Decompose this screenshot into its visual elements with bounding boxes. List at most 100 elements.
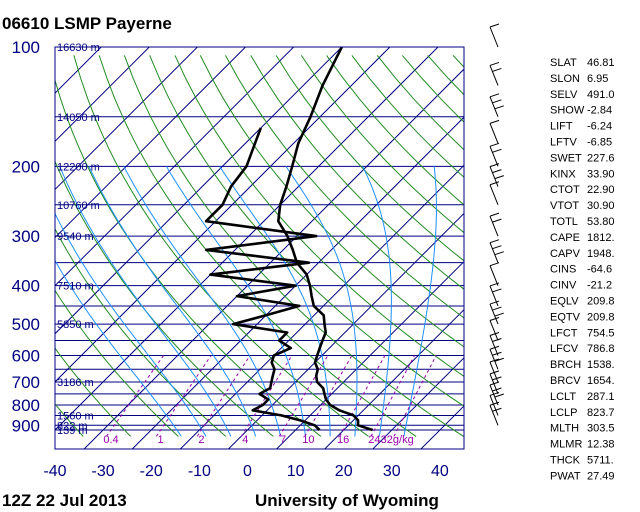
wind-barb: [489, 282, 502, 307]
isotherm-line: [323, 308, 464, 449]
isotherm-line: [83, 68, 464, 449]
moist-adiabat: [165, 166, 306, 437]
pressure-tick-label: 700: [12, 373, 40, 392]
temperature-tick-label: -10: [188, 463, 211, 480]
mixing-ratio-label: 24: [368, 434, 380, 446]
index-label: CINS: [550, 264, 576, 276]
wind-barb: [489, 23, 500, 48]
dry-adiabat: [326, 55, 464, 206]
wind-barb: [489, 212, 502, 237]
index-label: EQLV: [550, 296, 579, 308]
dry-adiabat: [55, 227, 227, 437]
wind-barb: [489, 142, 502, 167]
height-label: 822 m: [57, 420, 88, 432]
index-label: LCLT: [550, 391, 576, 403]
moist-adiabat: [362, 166, 392, 437]
wind-barbs: [489, 23, 504, 426]
wind-barb: [489, 391, 500, 416]
mixing-ratio-label: 16: [337, 434, 349, 446]
plot-frame: [54, 46, 465, 450]
mixing-ratio-line: [304, 355, 353, 437]
moist-adiabat: [219, 166, 331, 437]
index-label: TOTL: [550, 216, 578, 228]
dry-adiabat: [123, 55, 464, 437]
mixing-ratio-label: 1: [158, 434, 164, 446]
index-value: -21.2: [587, 280, 612, 292]
sounding-time: 12Z 22 Jul 2013: [2, 491, 127, 510]
index-value: 209.8: [587, 311, 615, 323]
index-label: LFCV: [550, 343, 579, 355]
index-label: SELV: [550, 89, 578, 101]
wind-barb: [489, 239, 504, 263]
temperature-tick-label: 0: [243, 463, 252, 480]
height-label: 5850 m: [57, 319, 94, 331]
index-value: 6.95: [587, 73, 608, 85]
height-label: 3186 m: [57, 377, 94, 389]
chart-grid: [55, 42, 640, 450]
isotherm-line: [227, 212, 464, 449]
index-label: CTOT: [550, 184, 580, 196]
index-label: SWET: [550, 152, 582, 164]
wind-barb: [489, 163, 504, 187]
index-label: MLTH: [550, 423, 579, 435]
index-value: 287.1: [587, 391, 615, 403]
moist-adiabat: [88, 166, 257, 437]
pressure-tick-label: 400: [12, 277, 40, 296]
moist-adiabat: [403, 166, 437, 437]
dry-adiabat: [73, 55, 369, 437]
index-label: LIFT: [550, 121, 573, 133]
index-value: 786.8: [587, 343, 615, 355]
index-value: 22.90: [587, 184, 615, 196]
profile-line: [204, 127, 321, 431]
isotherm-line: [420, 405, 464, 449]
wind-barb: [489, 300, 504, 325]
index-value: 754.5: [587, 327, 615, 339]
index-label: THCK: [550, 455, 581, 467]
isotherm-line: [468, 42, 640, 450]
wind-barb: [489, 317, 500, 341]
moist-adiabat: [285, 166, 358, 437]
dry-adiabat: [300, 55, 464, 234]
mixing-ratio-line: [155, 355, 212, 437]
pressure-tick-label: 300: [12, 227, 40, 246]
mixing-ratio-line: [278, 355, 329, 437]
wind-barb: [489, 332, 502, 356]
index-value: 27.49: [587, 470, 615, 482]
dry-adiabat: [55, 160, 274, 437]
wind-barb: [489, 119, 500, 144]
dry-adiabat: [275, 55, 464, 262]
isotherm-line: [55, 47, 343, 335]
moist-adiabat: [55, 212, 207, 437]
mixing-ratio-label: 32g/kg: [381, 434, 414, 446]
index-value: -6.24: [587, 121, 612, 133]
temperature-tick-label: 30: [383, 463, 401, 480]
index-label: LCLP: [550, 407, 578, 419]
index-value: 5711.: [587, 455, 614, 467]
wind-barb: [489, 181, 500, 205]
index-value: 33.90: [587, 168, 615, 180]
index-value: 227.6: [587, 152, 615, 164]
wind-barb: [489, 345, 504, 370]
credit-label: University of Wyoming: [255, 491, 439, 510]
dry-adiabat: [225, 55, 464, 319]
temperature-tick-label: 40: [431, 463, 449, 480]
chart-labels: 0.4 1 2 4 7 10 16 24 32g/kg100200300400500600700…: [12, 38, 449, 480]
mixing-ratio-label: 0.4: [103, 434, 118, 446]
index-value: 491.0: [587, 89, 615, 101]
mixing-ratio-line: [106, 355, 164, 437]
height-label: 7510 m: [57, 281, 94, 293]
index-value: 1948.: [587, 248, 615, 260]
dry-adiabat: [55, 347, 132, 437]
isotherm-line: [55, 47, 151, 143]
height-label: 10760 m: [57, 200, 100, 212]
index-label: MLMR: [550, 439, 582, 451]
wind-barb: [489, 61, 502, 86]
dry-adiabat: [55, 403, 84, 437]
index-value: 53.80: [587, 216, 615, 228]
index-label: LFTV: [550, 137, 578, 149]
index-label: BRCV: [550, 375, 581, 387]
index-label: VTOT: [550, 200, 579, 212]
dry-adiabat: [250, 55, 464, 290]
